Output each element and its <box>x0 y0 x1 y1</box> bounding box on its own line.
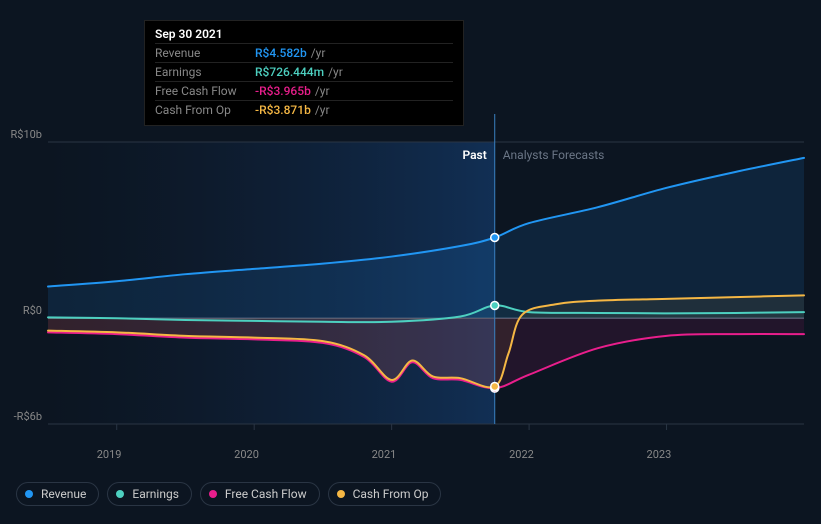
y-axis-label: R$10b <box>0 128 42 141</box>
chart-tooltip: Sep 30 2021 RevenueR$4.582b/yrEarningsR$… <box>144 20 464 126</box>
tooltip-unit: /yr <box>315 84 330 98</box>
tooltip-value: R$726.444m <box>255 65 324 79</box>
tooltip-unit: /yr <box>315 103 330 117</box>
x-axis-label: 2022 <box>509 448 534 461</box>
region-label-forecast: Analysts Forecasts <box>503 148 605 162</box>
y-axis-label: R$0 <box>0 304 42 317</box>
legend-label: Free Cash Flow <box>225 487 307 501</box>
x-axis-label: 2021 <box>372 448 397 461</box>
tooltip-label: Cash From Op <box>155 103 255 117</box>
tooltip-label: Earnings <box>155 65 255 79</box>
tooltip-value: R$4.582b <box>255 46 307 60</box>
tooltip-value: -R$3.965b <box>255 84 311 98</box>
legend-item-revenue[interactable]: Revenue <box>16 482 99 506</box>
tooltip-row: Free Cash Flow-R$3.965b/yr <box>155 81 453 100</box>
tooltip-date: Sep 30 2021 <box>155 27 453 41</box>
marker-dot-cfo <box>491 382 499 390</box>
legend-dot-icon <box>116 490 124 498</box>
tooltip-row: RevenueR$4.582b/yr <box>155 43 453 62</box>
x-axis-label: 2020 <box>234 448 259 461</box>
tooltip-label: Free Cash Flow <box>155 84 255 98</box>
tooltip-value: -R$3.871b <box>255 103 311 117</box>
marker-dot-revenue <box>491 233 499 241</box>
tooltip-unit: /yr <box>328 65 343 79</box>
legend-label: Earnings <box>132 487 179 501</box>
tooltip-unit: /yr <box>311 46 326 60</box>
region-label-past: Past <box>462 148 486 162</box>
tooltip-label: Revenue <box>155 46 255 60</box>
x-axis-label: 2023 <box>647 448 672 461</box>
legend-label: Revenue <box>41 487 86 501</box>
legend-dot-icon <box>25 490 33 498</box>
marker-dot-earnings <box>491 301 499 309</box>
tooltip-row: EarningsR$726.444m/yr <box>155 62 453 81</box>
legend-item-cfo[interactable]: Cash From Op <box>328 482 442 506</box>
legend-item-fcf[interactable]: Free Cash Flow <box>200 482 320 506</box>
legend-dot-icon <box>337 490 345 498</box>
chart-legend: Revenue Earnings Free Cash Flow Cash From O… <box>16 482 441 506</box>
legend-label: Cash From Op <box>353 487 429 501</box>
y-axis-label: -R$6b <box>0 410 42 423</box>
financials-chart: Past Analysts Forecasts Sep 30 2021 Reve… <box>0 0 821 524</box>
x-axis-label: 2019 <box>97 448 122 461</box>
legend-item-earnings[interactable]: Earnings <box>107 482 192 506</box>
tooltip-row: Cash From Op-R$3.871b/yr <box>155 100 453 119</box>
legend-dot-icon <box>209 490 217 498</box>
